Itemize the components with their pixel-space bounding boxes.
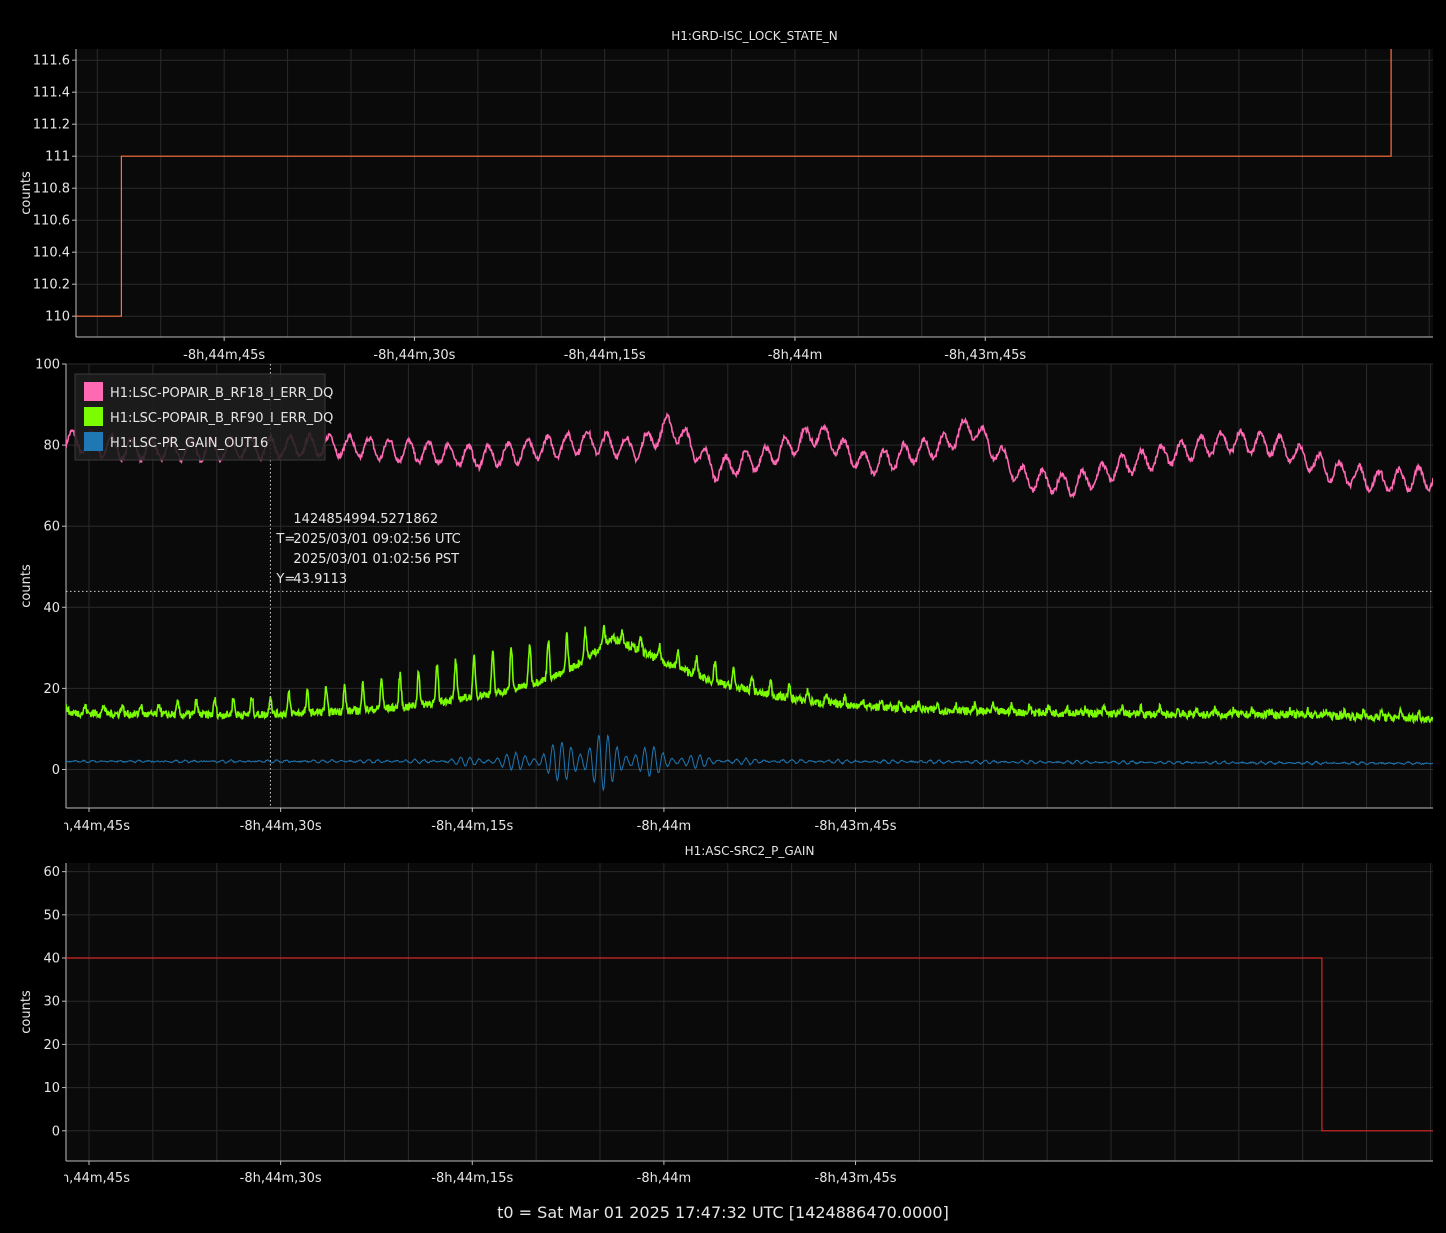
y-tick-label: 30 (43, 995, 60, 1010)
legend-swatch (84, 432, 103, 451)
cursor-y-value: 43.9113 (293, 572, 347, 587)
y-axis-label: counts (19, 564, 34, 608)
x-tick-label: -8h,44m,45s (48, 1171, 130, 1186)
y-tick-label: 110.8 (33, 182, 70, 197)
x-tick-label: -8h,43m,45s (815, 819, 897, 834)
plot-title: H1:GRD-ISC_LOCK_STATE_N (671, 29, 838, 43)
x-tick-label: -8h,44m (637, 1171, 692, 1186)
cursor-t-utc: 2025/03/01 09:02:56 UTC (293, 532, 460, 547)
y-axis-label: counts (19, 990, 34, 1034)
x-tick-label: -8h,44m,45s (183, 348, 265, 363)
x-tick-label: -8h,44m,30s (373, 348, 455, 363)
y-tick-label: 20 (43, 1038, 60, 1053)
y-tick-label: 50 (43, 908, 60, 923)
x-tick-label: -8h,44m (768, 348, 823, 363)
legend-label: H1:LSC-POPAIR_B_RF90_I_ERR_DQ (110, 411, 333, 426)
data-layer (66, 957, 1433, 1132)
y-tick-label: 111.6 (33, 54, 70, 69)
x-tick-label: -8h,44m (637, 819, 692, 834)
legend-label: H1:LSC-POPAIR_B_RF18_I_ERR_DQ (110, 386, 333, 401)
series-line (66, 957, 1433, 1132)
x-tick-label: -8h,44m,15s (564, 348, 646, 363)
plot-panel-2: 0 20 40 60 80 100 -8h,44m,45s -8h,44m,30s -8h,44… (19, 358, 1433, 834)
y-tick-label: 110.6 (33, 214, 70, 229)
plot-panel-1: 110 110.2 110.4 110.6 110.8 111 111.2 111.4 111.… (19, 29, 1433, 363)
series-line (76, 49, 1392, 317)
y-tick-label: 0 (52, 763, 60, 778)
y-tick-label: 40 (43, 952, 60, 967)
series-line-rf90 (66, 624, 1433, 725)
legend: H1:LSC-POPAIR_B_RF18_I_ERR_DQ H1:LSC-POPA… (74, 373, 333, 461)
cursor-t-prefix: T= (275, 532, 295, 547)
y-tick-label: 80 (43, 439, 60, 454)
x-tick-label: -8h,44m,15s (431, 1171, 513, 1186)
y-tick-label: 100 (35, 358, 60, 373)
legend-swatch (84, 407, 103, 426)
plot-area (76, 49, 1433, 337)
legend-label: H1:LSC-PR_GAIN_OUT16 (110, 436, 268, 451)
legend-swatch (84, 382, 103, 401)
y-tick-label: 0 (52, 1124, 60, 1139)
y-tick-label: 20 (43, 682, 60, 697)
y-tick-label: 110.2 (33, 278, 70, 293)
y-tick-label: 111 (45, 150, 70, 165)
series-line-pr-gain (66, 734, 1433, 792)
x-tick-label: -8h,44m,30s (240, 1171, 322, 1186)
cursor-y-prefix: Y= (275, 572, 295, 587)
y-tick-label: 40 (43, 601, 60, 616)
legend-box (74, 373, 326, 461)
cursor-gps: 1424854994.5271862 (293, 512, 438, 527)
t0-footer: t0 = Sat Mar 01 2025 17:47:32 UTC [14248… (497, 1203, 949, 1222)
data-layer (76, 49, 1392, 317)
x-tick-label: -8h,44m,15s (431, 819, 513, 834)
stacked-time-series-plots: 110 110.2 110.4 110.6 110.8 111 111.2 111.4 111.… (19, 29, 1433, 1186)
plot-panel-3: 0 10 20 30 40 50 60 -8h,44m,45s -8h,44m,30s -8h,4… (19, 844, 1433, 1186)
plot-title: H1:ASC-SRC2_P_GAIN (685, 844, 815, 858)
y-tick-label: 60 (43, 520, 60, 535)
x-tick-label: -8h,43m,45s (944, 348, 1026, 363)
y-tick-label: 60 (43, 865, 60, 880)
x-tick-label: -8h,43m,45s (815, 1171, 897, 1186)
x-tick-label: -8h,44m,45s (48, 819, 130, 834)
cursor-t-pst: 2025/03/01 01:02:56 PST (293, 552, 459, 567)
plot-area (66, 863, 1433, 1161)
y-tick-label: 110.4 (33, 246, 70, 261)
y-tick-label: 110 (45, 310, 70, 325)
x-tick-label: -8h,44m,30s (240, 819, 322, 834)
y-axis-label: counts (19, 171, 34, 215)
y-tick-label: 111.2 (33, 118, 70, 133)
y-tick-label: 10 (43, 1081, 60, 1096)
y-tick-label: 111.4 (33, 86, 70, 101)
